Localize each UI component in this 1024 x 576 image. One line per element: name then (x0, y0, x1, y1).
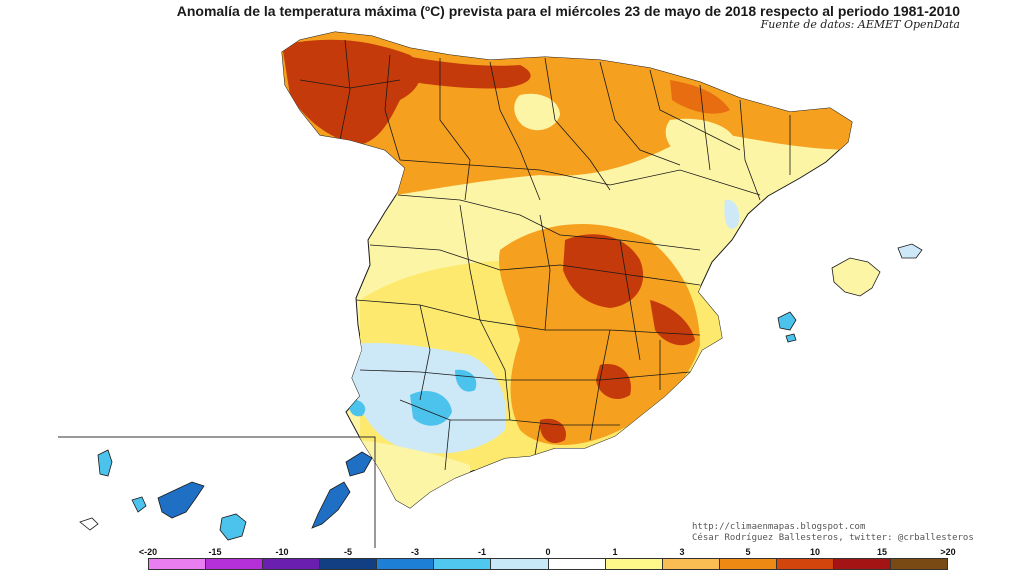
legend-swatch (719, 559, 777, 569)
legend-label: 15 (876, 547, 888, 557)
legend-label: 1 (612, 547, 618, 557)
legend-label: -15 (208, 547, 222, 557)
legend-swatch (662, 559, 720, 569)
legend-label: 0 (545, 547, 551, 557)
el-hierro (79, 517, 99, 531)
legend-swatch (776, 559, 834, 569)
legend-swatch (491, 559, 549, 569)
legend-labels: <-20 -15 -10 -5 -3 -1 0 1 3 5 10 15 >20 (0, 547, 1024, 559)
lanzarote (345, 451, 373, 477)
legend-label: <-20 (138, 547, 158, 557)
legend-swatch (605, 559, 663, 569)
la-gomera (131, 496, 147, 513)
legend-label: >20 (940, 547, 956, 557)
legend-swatch (149, 559, 207, 569)
credits: http://climaenmapas.blogspot.com César R… (692, 522, 974, 544)
legend-label: 5 (745, 547, 751, 557)
legend-label: 10 (809, 547, 821, 557)
canary-inset (58, 436, 376, 548)
mallorca (831, 257, 881, 297)
province-borders (299, 39, 791, 471)
fuerteventura (311, 481, 351, 529)
legend-swatch (263, 559, 321, 569)
legend-swatch (377, 559, 435, 569)
credits-url: http://climaenmapas.blogspot.com (692, 522, 866, 532)
gran-canaria (219, 513, 247, 541)
legend-label: 3 (679, 547, 685, 557)
inset-frame (58, 436, 376, 548)
legend-swatch (891, 559, 948, 569)
legend-swatch (206, 559, 264, 569)
legend-label: -1 (477, 547, 487, 557)
map-title: Anomalía de la temperatura máxima (ºC) p… (176, 3, 960, 19)
la-palma (97, 449, 113, 477)
legend-label: -10 (275, 547, 289, 557)
data-source: Fuente de datos: AEMET OpenData (760, 18, 960, 31)
legend-swatch (833, 559, 892, 569)
ibiza (777, 311, 797, 331)
menorca (897, 243, 923, 259)
anomaly-fill (282, 32, 852, 508)
legend-label: -3 (410, 547, 420, 557)
legend-swatch (548, 559, 606, 569)
balearic-islands (777, 243, 923, 343)
credits-author: César Rodríguez Ballesteros, twitter: @c… (692, 533, 974, 543)
formentera (785, 333, 797, 343)
legend-label: -5 (343, 547, 353, 557)
legend-swatch (320, 559, 378, 569)
legend-swatch (434, 559, 492, 569)
tenerife (157, 481, 205, 519)
legend-color-bar (148, 558, 948, 570)
